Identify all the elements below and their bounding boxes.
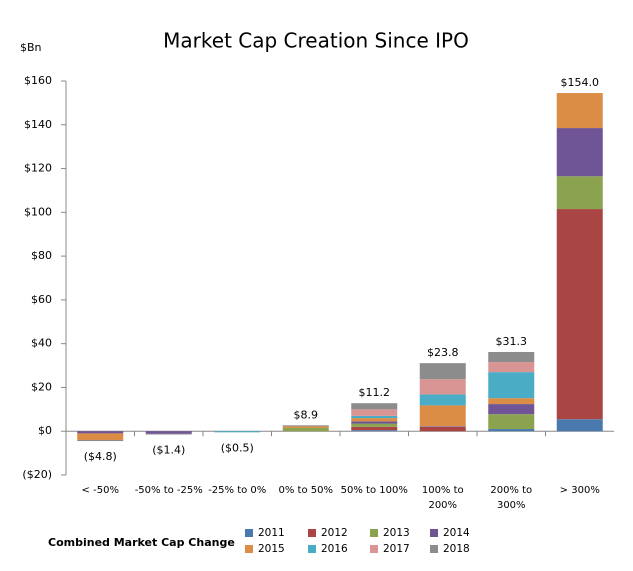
x-tick-label: > 300% (560, 485, 600, 496)
legend-label: 2018 (443, 543, 470, 555)
x-tick-label: 100% to 200% (422, 485, 464, 511)
bar-segment (282, 427, 329, 432)
bar-segment (556, 209, 603, 420)
bar-segment (556, 128, 603, 177)
bar-segment (214, 431, 261, 433)
bar-segment (488, 414, 535, 430)
bar-segment (282, 426, 329, 428)
bar-segment (419, 426, 466, 432)
bar-segment (77, 439, 124, 442)
y-tick-label: $40 (31, 337, 52, 350)
y-tick-label: $80 (31, 249, 52, 262)
bar-segment (351, 403, 398, 410)
bar-segment (351, 415, 398, 419)
x-tick-label: 200% to 300% (490, 485, 532, 511)
bar-segment (419, 379, 466, 395)
bar-segment (419, 394, 466, 406)
total-label: $154.0 (561, 76, 600, 89)
bar-segment (488, 351, 535, 363)
bar-segment (488, 362, 535, 373)
bar-segment (351, 421, 398, 424)
bar-segment (77, 431, 124, 434)
legend-swatch (308, 545, 316, 553)
total-label: $23.8 (427, 346, 459, 359)
bar-segment (488, 429, 535, 432)
legend-swatch (308, 529, 316, 537)
y-tick-label: ($20) (22, 468, 52, 481)
bar-segment (351, 426, 398, 431)
bar-segment (419, 426, 466, 427)
bar-segment (282, 425, 329, 427)
x-tick-label: -50% to -25% (135, 485, 203, 496)
y-tick-label: $120 (24, 162, 52, 175)
total-label: ($1.4) (152, 444, 185, 457)
bar-segment (351, 430, 398, 432)
bar-segment (488, 372, 535, 399)
y-tick-label: $0 (38, 424, 52, 437)
bar-segment (351, 423, 398, 427)
bar-segment (77, 433, 124, 440)
bar-segment (556, 419, 603, 432)
bar-segment (488, 404, 535, 415)
total-label: $11.2 (359, 386, 391, 399)
legend-swatch (430, 529, 438, 537)
legend-swatch (430, 545, 438, 553)
bar-segment (419, 363, 466, 380)
bar-segment (351, 409, 398, 416)
legend-swatch (245, 545, 253, 553)
x-tick-label: < -50% (82, 485, 119, 496)
total-label: ($4.8) (84, 450, 117, 463)
legend-label: 2016 (321, 543, 348, 555)
x-tick-label: 50% to 100% (341, 485, 408, 496)
chart-title: Market Cap Creation Since IPO (163, 29, 469, 53)
total-label: $8.9 (294, 408, 319, 421)
bar-segment (419, 405, 466, 427)
legend-label: 2011 (258, 527, 285, 539)
legend-label: 2017 (383, 543, 410, 555)
legend-swatch (370, 529, 378, 537)
bar-segment (556, 93, 603, 129)
x-axis-label: Combined Market Cap Change (48, 536, 235, 549)
legend-swatch (370, 545, 378, 553)
y-tick-label: $20 (31, 380, 52, 393)
bar-segment (556, 176, 603, 210)
legend-label: 2012 (321, 527, 348, 539)
bar-segment (145, 433, 192, 435)
y-tick-label: $60 (31, 293, 52, 306)
total-label: $31.3 (496, 335, 528, 348)
bar-segment (351, 418, 398, 422)
total-label: ($0.5) (221, 441, 254, 454)
x-tick-label: -25% to 0% (208, 485, 266, 496)
legend-label: 2013 (383, 527, 410, 539)
legend-swatch (245, 529, 253, 537)
x-tick-label: 0% to 50% (279, 485, 334, 496)
y-tick-label: $160 (24, 74, 52, 87)
legend-label: 2014 (443, 527, 470, 539)
y-tick-label: $140 (24, 118, 52, 131)
legend-label: 2015 (258, 543, 285, 555)
y-axis-label: $Bn (20, 41, 42, 54)
bar-segment (488, 398, 535, 405)
y-tick-label: $100 (24, 205, 52, 218)
bar-segment (145, 431, 192, 434)
